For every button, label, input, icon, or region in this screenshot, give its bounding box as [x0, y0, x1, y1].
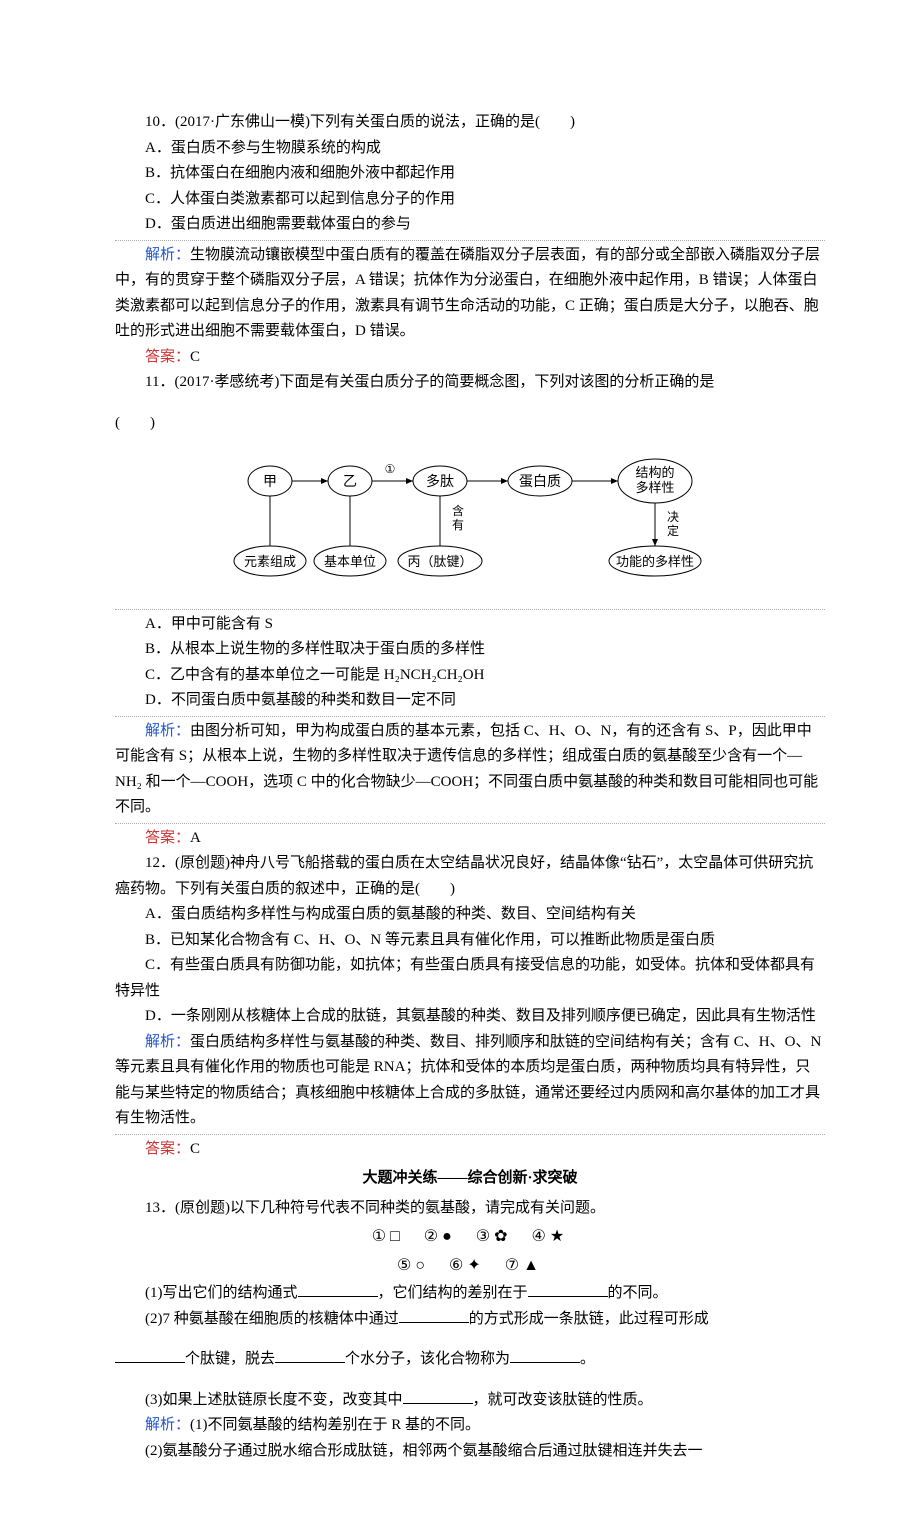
q10-answer: 答案：C: [115, 345, 825, 371]
mark-1: ①: [385, 462, 396, 476]
q12-option-b: B．已知某化合物含有 C、H、O、N 等元素且具有催化作用，可以推断此物质是蛋白…: [115, 928, 825, 954]
q10-stem: 10．(2017·广东佛山一模)下列有关蛋白质的说法，正确的是( ): [115, 110, 825, 136]
analysis-label: 解析：: [145, 247, 190, 263]
page-content: 10．(2017·广东佛山一模)下列有关蛋白质的说法，正确的是( ) A．蛋白质…: [0, 0, 920, 1524]
q10-answer-text: C: [190, 349, 200, 365]
q12-answer-text: C: [190, 1141, 200, 1157]
node-basic-unit: 基本单位: [324, 554, 376, 569]
label-jue1: 决: [667, 510, 679, 524]
q10-option-a: A．蛋白质不参与生物膜系统的构成: [115, 136, 825, 162]
rule: [115, 716, 825, 717]
q11-answer-text: A: [190, 830, 201, 846]
rule: [115, 240, 825, 241]
q11-option-b: B．从根本上说生物的多样性取决于蛋白质的多样性: [115, 637, 825, 663]
q12-option-a: A．蛋白质结构多样性与构成蛋白质的氨基酸的种类、数目、空间结构有关: [115, 902, 825, 928]
label-jue2: 定: [667, 523, 679, 538]
analysis-label: 解析：: [145, 1034, 190, 1050]
blank: [510, 1347, 580, 1363]
q12-option-d: D．一条刚刚从核糖体上合成的肽链，其氨基酸的种类、数目及排列顺序便已确定，因此具…: [115, 1004, 825, 1030]
q13-analysis-2: (2)氨基酸分子通过脱水缩合形成肽链，相邻两个氨基酸缩合后通过肽键相连并失去一: [115, 1439, 825, 1465]
q12-stem: 12．(原创题)神舟八号飞船搭载的蛋白质在太空结晶状况良好，结晶体像“钻石”，太…: [115, 851, 825, 902]
node-peptide-bond: 丙（肽键）: [407, 554, 472, 569]
rule: [115, 823, 825, 824]
q11-option-c: C．乙中含有的基本单位之一可能是 H₂NCH₂CH₂OH: [115, 663, 825, 689]
blank: [399, 1307, 469, 1323]
q12-analysis: 解析：蛋白质结构多样性与氨基酸的种类、数目、排列顺序和肽链的空间结构有关；含有 …: [115, 1030, 825, 1132]
blank: [528, 1281, 608, 1297]
answer-label: 答案：: [145, 1141, 190, 1157]
section-title: 大题冲关练——综合创新·求突破: [115, 1166, 825, 1192]
q11-stem-paren: ( ): [115, 411, 825, 437]
rule: [115, 1134, 825, 1135]
q13-stem: 13．(原创题)以下几种符号代表不同种类的氨基酸，请完成有关问题。: [115, 1196, 825, 1222]
q10-option-d: D．蛋白质进出细胞需要载体蛋白的参与: [115, 212, 825, 238]
node-elements: 元素组成: [244, 554, 296, 569]
q12-option-c: C．有些蛋白质具有防御功能，如抗体；有些蛋白质具有接受信息的功能，如受体。抗体和…: [115, 953, 825, 1004]
q10-option-c: C．人体蛋白类激素都可以起到信息分子的作用: [115, 187, 825, 213]
q11-option-d: D．不同蛋白质中氨基酸的种类和数目一定不同: [115, 688, 825, 714]
node-struct-div1: 结构的: [635, 465, 674, 480]
q10-analysis-text: 生物膜流动镶嵌模型中蛋白质有的覆盖在磷脂双分子层表面，有的部分或全部嵌入磷脂双分…: [115, 247, 820, 340]
analysis-label: 解析：: [145, 1417, 190, 1433]
node-yi: 乙: [343, 474, 357, 490]
q10-option-b: B．抗体蛋白在细胞内液和细胞外液中都起作用: [115, 161, 825, 187]
q13-sub3: (3)如果上述肽链原长度不变，改变其中，就可改变该肽链的性质。: [115, 1388, 825, 1414]
q13-analysis-1: 解析：(1)不同氨基酸的结构差别在于 R 基的不同。: [115, 1413, 825, 1439]
q12-analysis-text: 蛋白质结构多样性与氨基酸的种类、数目、排列顺序和肽链的空间结构有关；含有 C、H…: [115, 1034, 821, 1127]
q12-answer: 答案：C: [115, 1137, 825, 1163]
answer-label: 答案：: [145, 830, 190, 846]
q13-sub2: (2)7 种氨基酸在细胞质的核糖体中通过的方式形成一条肽链，此过程可形成: [115, 1307, 825, 1333]
q11-stem: 11．(2017·孝感统考)下面是有关蛋白质分子的简要概念图，下列对该图的分析正…: [115, 370, 825, 396]
label-hanyou2: 有: [452, 518, 464, 532]
answer-label: 答案：: [145, 349, 190, 365]
label-hanyou1: 含: [452, 503, 464, 518]
q13-analysis-1-text: (1)不同氨基酸的结构差别在于 R 基的不同。: [190, 1417, 480, 1433]
rule: [115, 609, 825, 610]
amino-acid-symbols-row2: ⑤○ ⑥✦ ⑦▲: [115, 1252, 825, 1279]
q11-analysis-text: 由图分析可知，甲为构成蛋白质的基本元素，包括 C、H、O、N，有的还含有 S、P…: [115, 723, 818, 816]
blank: [298, 1281, 378, 1297]
q11-analysis: 解析：由图分析可知，甲为构成蛋白质的基本元素，包括 C、H、O、N，有的还含有 …: [115, 719, 825, 821]
blank: [275, 1347, 345, 1363]
node-jia: 甲: [263, 475, 277, 490]
analysis-label: 解析：: [145, 723, 190, 739]
q11-concept-diagram: 甲 乙 ① 多肽 蛋白质 结构的 多样性 含 有 决 定: [115, 451, 825, 601]
amino-acid-symbols-row1: ①□ ②● ③✿ ④★: [115, 1223, 825, 1250]
blank: [115, 1347, 185, 1363]
node-struct-div2: 多样性: [635, 480, 674, 495]
q11-option-a: A．甲中可能含有 S: [115, 612, 825, 638]
blank: [403, 1388, 473, 1404]
node-duotai: 多肽: [426, 473, 454, 490]
q11-answer: 答案：A: [115, 826, 825, 852]
q10-analysis: 解析：生物膜流动镶嵌模型中蛋白质有的覆盖在磷脂双分子层表面，有的部分或全部嵌入磷…: [115, 243, 825, 345]
q13-sub1: (1)写出它们的结构通式，它们结构的差别在于的不同。: [115, 1281, 825, 1307]
q13-sub2-cont: 个肽键，脱去个水分子，该化合物称为。: [115, 1347, 825, 1373]
node-protein: 蛋白质: [519, 474, 561, 490]
node-func-div: 功能的多样性: [616, 554, 694, 569]
